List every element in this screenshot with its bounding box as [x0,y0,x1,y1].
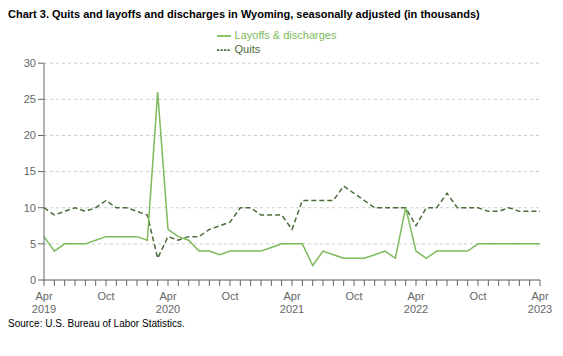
svg-text:10: 10 [24,202,36,214]
svg-text:Apr2021: Apr2021 [280,290,304,315]
svg-text:Oct: Oct [221,290,238,302]
html-text:Quits: Quits [234,43,261,56]
svg-text:Oct: Oct [97,290,114,302]
html-text:Source: U.S. Bureau of Labor S: Source: U.S. Bureau of Labor Statistics. [8,318,185,329]
svg-text:Apr2023: Apr2023 [528,290,552,315]
svg-text:Apr2022: Apr2022 [404,290,428,315]
html-text:Layoffs & discharges: Layoffs & discharges [234,29,337,41]
svg-text:20: 20 [24,129,36,141]
svg-text:0: 0 [30,274,36,286]
svg-text:25: 25 [24,93,36,105]
svg-text:Apr2019: Apr2019 [32,290,56,315]
svg-text:Apr2020: Apr2020 [156,290,180,315]
html-text:Chart 3. Quits and layoffs and: Chart 3. Quits and layoffs and discharge… [8,8,480,20]
svg-text:5: 5 [30,238,36,250]
svg-text:30: 30 [24,57,36,69]
svg-text:15: 15 [24,165,36,177]
svg-text:Oct: Oct [469,290,486,302]
svg-text:Oct: Oct [345,290,362,302]
